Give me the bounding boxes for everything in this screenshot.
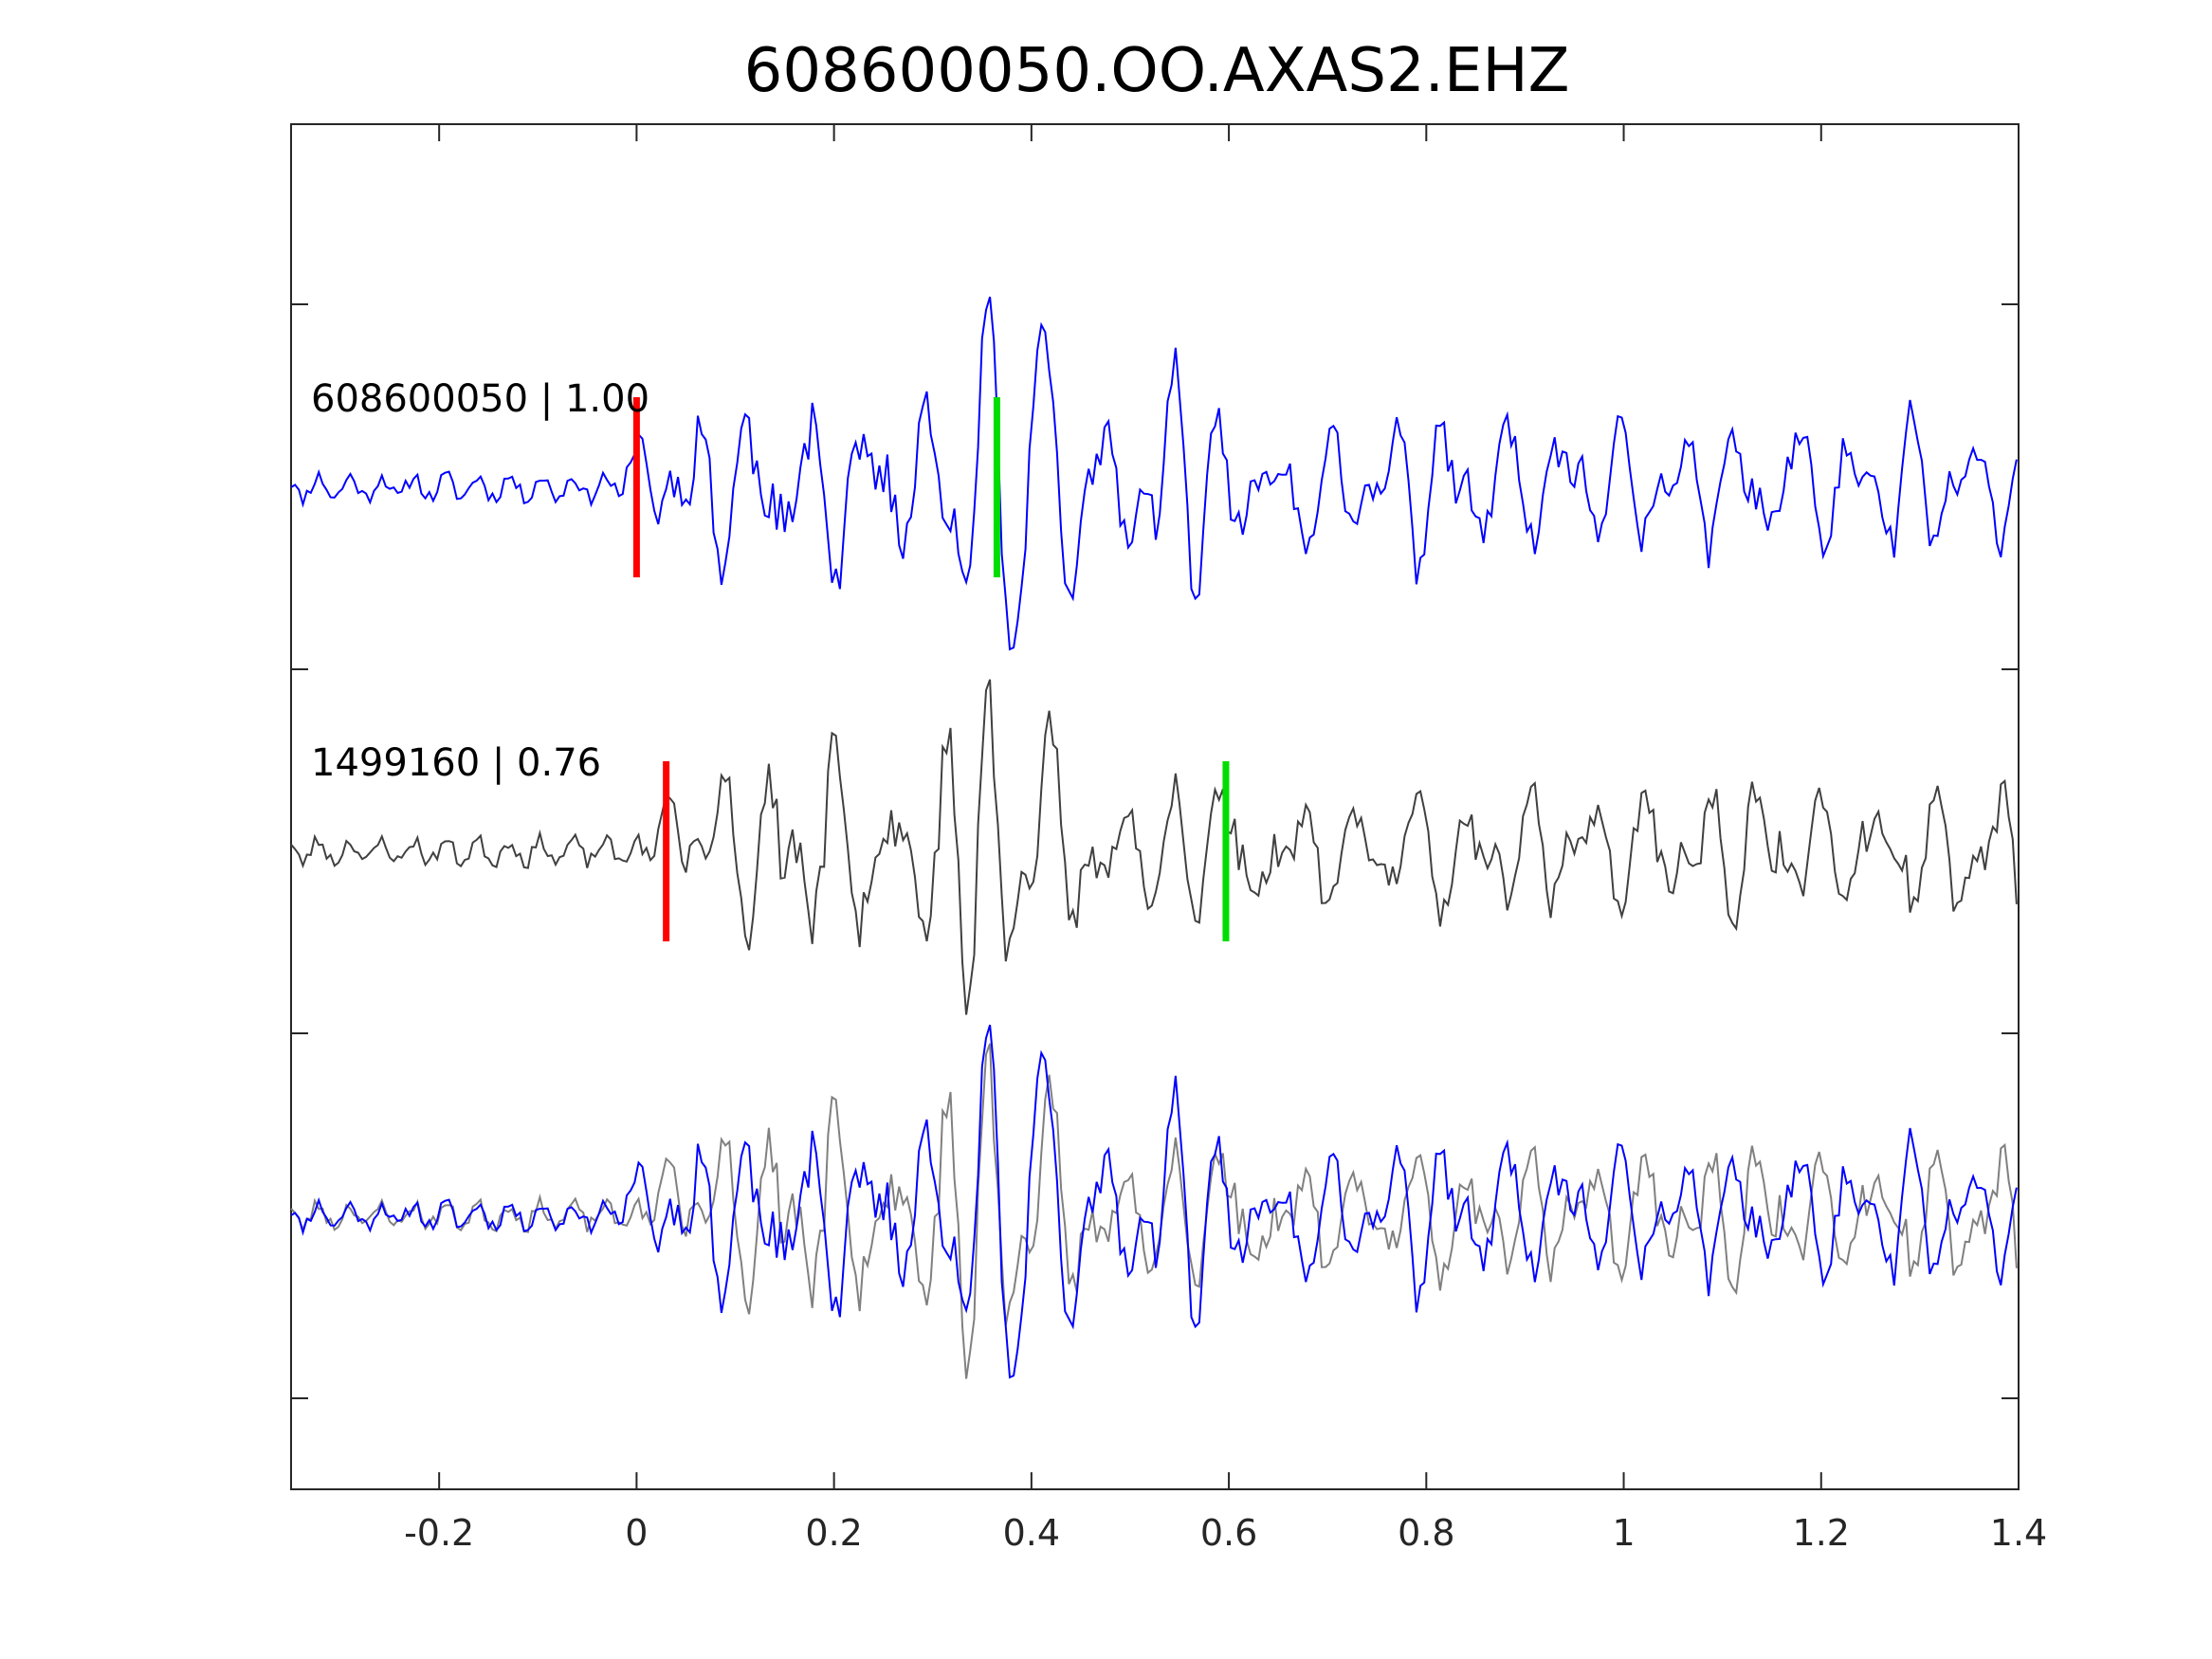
overlay-detection-waveform	[290, 1043, 2018, 1379]
x-axis-ticks: -0.2 0 0.2 0.4 0.6 0.8 1 1.2 1.4	[404, 124, 2047, 1554]
x-tick-label-2: 0.2	[805, 1512, 862, 1554]
plot-area-frame	[290, 123, 2020, 1490]
y-axis-ticks	[291, 303, 2019, 1399]
detection-waveform	[290, 679, 2018, 1015]
trace-label-row2: 1499160 | 0.76	[311, 741, 601, 785]
overlay-template-waveform	[290, 1024, 2018, 1379]
trace-label-row1: 608600050 | 1.00	[311, 377, 649, 421]
waveform-traces	[290, 296, 2018, 1379]
x-tick-label-6: 1	[1612, 1512, 1635, 1554]
x-tick-label-0: -0.2	[404, 1512, 474, 1554]
phase-picks	[632, 397, 1230, 941]
x-tick-label-3: 0.4	[1003, 1512, 1060, 1554]
x-tick-label-1: 0	[625, 1512, 648, 1554]
trace-labels: 608600050 | 1.00 1499160 | 0.76	[311, 377, 649, 785]
x-tick-label-5: 0.8	[1398, 1512, 1454, 1554]
template-waveform	[290, 296, 2018, 651]
chart-title: 608600050.OO.AXAS2.EHZ	[744, 36, 1570, 106]
x-tick-label-4: 0.6	[1200, 1512, 1257, 1554]
x-tick-label-7: 1.2	[1793, 1512, 1850, 1554]
x-tick-label-8: 1.4	[1990, 1512, 2047, 1554]
